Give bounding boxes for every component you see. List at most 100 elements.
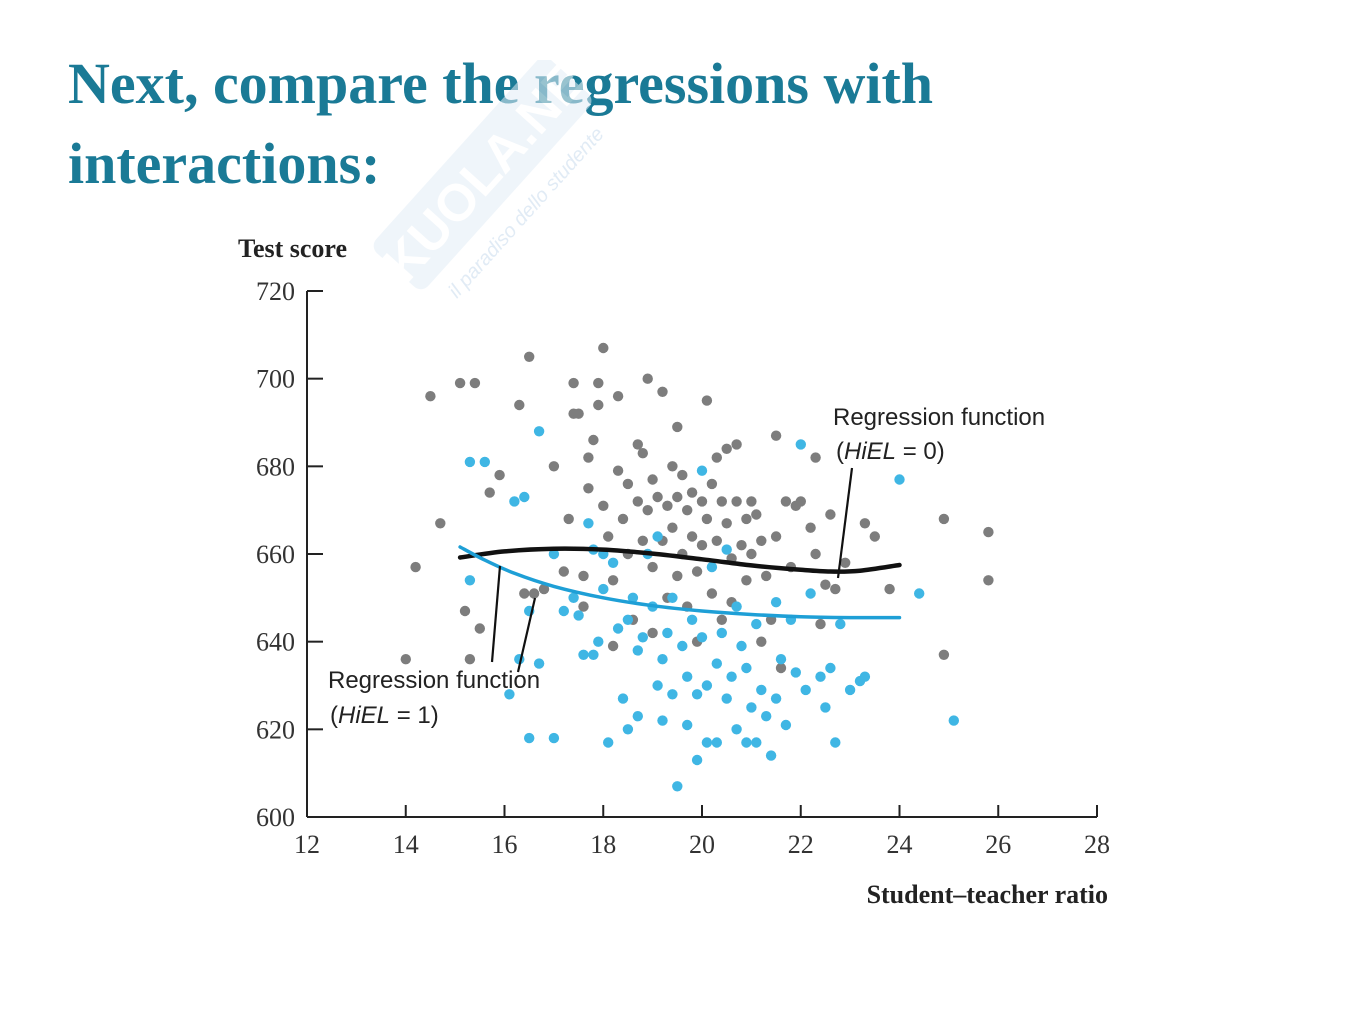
scatter-point-s1-49	[696, 632, 708, 643]
scatter-point-s0-37	[622, 478, 634, 490]
scatter-point-s1-65	[746, 702, 757, 713]
scatter-point-s0-90	[756, 636, 767, 647]
scatter-point-s1-28	[622, 614, 634, 625]
scatter-point-s1-74	[780, 719, 792, 731]
scatter-point-s1-41	[667, 592, 678, 603]
scatter-point-s0-87	[746, 548, 757, 560]
scatter-point-s1-38	[657, 715, 668, 726]
x-tick-label-26: 26	[985, 830, 1011, 859]
annotation-hiel-1: Regression function (HiEL = 1)	[328, 565, 540, 729]
scatter-point-s0-14	[528, 588, 540, 599]
scatter-point-s1-37	[657, 654, 668, 665]
scatter-point-s1-82	[825, 662, 836, 674]
annotation-hiel-1-rest: = 1)	[390, 702, 439, 729]
scatter-point-s0-26	[588, 434, 599, 446]
scatter-point-s0-28	[593, 399, 604, 411]
scatter-point-s1-80	[815, 671, 826, 682]
x-tick-label-18: 18	[590, 830, 616, 859]
x-axis-title: Student–teacher ratio	[867, 880, 1108, 909]
scatter-point-s1-11	[548, 732, 560, 744]
scatter-point-s0-67	[696, 496, 708, 507]
scatter-point-s0-73	[711, 452, 722, 463]
scatter-point-s0-5	[459, 605, 471, 617]
scatter-point-s0-4	[454, 377, 466, 389]
scatter-point-s1-59	[726, 671, 737, 682]
scatter-point-s1-55	[711, 737, 722, 748]
scatter-point-s1-17	[583, 518, 594, 529]
scatter-point-s0-112	[938, 649, 950, 660]
scatter-point-s0-10	[494, 469, 505, 481]
scatter-point-s0-59	[677, 469, 688, 481]
annotation-hiel-0-rest: = 0)	[896, 438, 945, 465]
scatter-point-s0-48	[647, 627, 658, 639]
scatter-point-s1-76	[790, 667, 801, 678]
scatter-point-s1-69	[761, 711, 772, 722]
y-tick-label-640: 640	[256, 628, 295, 657]
scatter-point-s0-50	[657, 386, 668, 397]
scatter-point-s0-77	[721, 443, 732, 454]
scatter-point-s0-110	[884, 583, 895, 595]
scatter-point-s0-9	[484, 487, 495, 498]
scatter-point-s1-27	[622, 724, 634, 735]
scatter-point-s0-84	[741, 513, 752, 525]
scatter-point-s0-17	[558, 566, 569, 577]
scatter-point-s0-83	[736, 540, 747, 551]
scatter-point-s0-88	[751, 509, 762, 520]
scatter-point-s1-31	[632, 711, 643, 722]
slide-title-line2: interactions:	[68, 131, 381, 196]
scatter-point-s0-106	[830, 583, 841, 595]
scatter-point-s0-43	[637, 535, 648, 546]
scatter-point-s0-69	[701, 395, 713, 406]
scatter-point-s0-107	[840, 557, 851, 568]
regression-curve-1	[458, 545, 902, 620]
scatter-point-s0-8	[474, 623, 485, 634]
annotation-hiel-0-line2: (HiEL = 0)	[836, 438, 945, 465]
scatter-point-s0-108	[859, 518, 871, 529]
scatter-point-s0-70	[701, 513, 713, 525]
scatter-point-s1-25	[612, 623, 624, 634]
scatter-point-s0-114	[983, 575, 994, 586]
scatter-point-s0-111	[938, 513, 950, 525]
scatter-point-s1-54	[711, 658, 722, 669]
scatter-point-s1-43	[677, 640, 688, 652]
scatter-point-s1-66	[751, 618, 762, 630]
scatter-point-s0-49	[652, 491, 663, 503]
scatter-point-s0-93	[770, 430, 782, 441]
scatter-point-s1-46	[686, 614, 698, 625]
scatter-point-s1-85	[844, 684, 856, 696]
annotation-hiel-1-open: (	[330, 702, 338, 729]
scatter-point-s1-10	[533, 426, 545, 437]
scatter-point-s0-72	[706, 588, 718, 599]
scatter-point-s0-61	[682, 505, 693, 516]
scatter-point-s0-55	[667, 522, 678, 533]
scatter-point-s1-6	[519, 491, 530, 503]
scatter-point-s1-15	[573, 610, 584, 621]
y-tick-label-700: 700	[256, 365, 295, 394]
scatter-point-s0-35	[612, 465, 624, 476]
scatter-point-s0-56	[672, 421, 683, 433]
annotation-hiel-1-var: HiEL	[338, 702, 390, 729]
scatter-point-s1-35	[652, 680, 663, 691]
scatter-point-s0-76	[716, 614, 727, 625]
scatter-point-s1-89	[914, 588, 925, 599]
scatter-point-s0-16	[548, 461, 560, 472]
annotation-hiel-1-line1: Regression function	[328, 667, 540, 694]
scatter-point-s1-79	[805, 588, 816, 599]
scatter-point-s0-86	[746, 496, 757, 507]
scatter-point-s0-18	[563, 513, 574, 525]
scatter-point-s1-57	[721, 693, 732, 704]
scatter-point-s1-78	[800, 684, 811, 696]
scatter-point-s1-44	[682, 719, 693, 731]
scatter-point-s1-24	[607, 557, 619, 568]
scatter-point-s1-7	[524, 732, 535, 744]
scatter-point-s0-20	[568, 377, 579, 389]
y-tick-label-600: 600	[256, 803, 295, 832]
scatter-point-s0-94	[770, 531, 782, 542]
scatter-point-s0-82	[731, 496, 742, 507]
scatter-point-s0-104	[820, 579, 831, 590]
scatter-point-s0-33	[607, 640, 619, 652]
scatter-point-s0-101	[810, 548, 821, 560]
scatter-point-s0-103	[815, 618, 826, 630]
scatter-point-s1-50	[696, 465, 708, 476]
